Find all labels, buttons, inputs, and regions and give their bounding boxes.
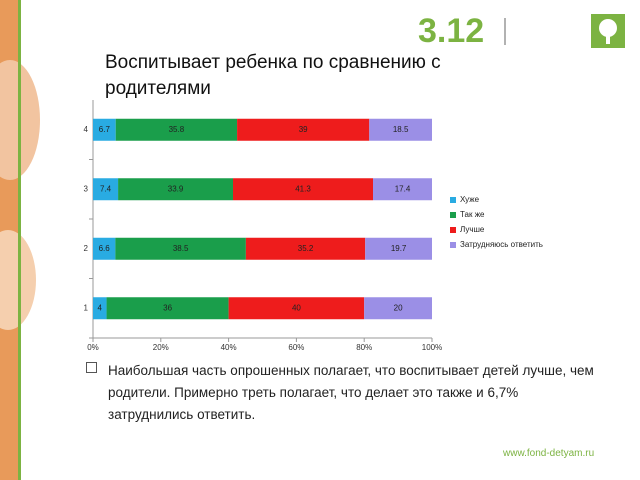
data-label: 19.7 [391,244,407,253]
legend-swatch [450,242,456,248]
legend-swatch [450,227,456,233]
bar-segment [245,237,366,260]
logo-trunk [606,32,610,44]
data-label: 35.2 [298,244,314,253]
photo-hand [0,230,36,330]
bar-segment [118,178,234,201]
bar-segment [237,118,370,141]
y-tick-label: 2 [84,244,89,253]
footer-url: www.fond-detyam.ru [503,448,595,459]
x-tick-label: 80% [356,343,372,352]
bar-segment [233,178,374,201]
data-label: 39 [299,125,308,134]
bar-segment [365,237,432,260]
bar-segment [106,297,229,320]
legend-swatch [450,212,456,218]
bar-segment [115,118,238,141]
data-label: 35.8 [169,125,185,134]
data-label: 7.4 [100,184,112,193]
data-label: 4 [98,303,103,312]
divider [18,0,21,480]
y-tick-label: 3 [84,184,89,193]
logo-tree [599,19,617,37]
legend-swatch [450,197,456,203]
bar-segment [228,297,365,320]
bar-segment [93,237,116,260]
bar-segment [115,237,246,260]
data-label: 20 [394,303,403,312]
data-label: 18.5 [393,125,409,134]
legend-label: Так же [460,210,485,219]
bar-segment [93,297,107,320]
data-label: 33.9 [168,184,184,193]
x-tick-label: 0% [87,343,99,352]
bar-segment [93,178,119,201]
bar-segment [369,118,432,141]
data-label: 40 [292,303,301,312]
data-label: 17.4 [395,184,411,193]
x-tick-label: 20% [153,343,169,352]
x-tick-label: 40% [221,343,237,352]
bar-segment [364,297,432,320]
data-label: 36 [163,303,172,312]
data-label: 41.3 [295,184,311,193]
chart-title: Воспитывает ребенка по сравнению с родит… [105,52,441,99]
bullet [86,362,97,373]
description: Наибольшая часть опрошенных полагает, чт… [108,363,594,422]
x-tick-label: 100% [422,343,442,352]
data-label: 6.7 [99,125,111,134]
slide-number: 3.12 [418,12,485,50]
data-label: 38.5 [173,244,189,253]
bar-segment [373,178,432,201]
y-tick-label: 1 [84,303,89,312]
legend-label: Лучше [460,225,485,234]
x-tick-label: 60% [288,343,304,352]
legend-label: Затрудняюсь ответить [460,240,543,249]
y-tick-label: 4 [84,125,89,134]
bar-segment [93,118,116,141]
data-label: 6.6 [99,244,111,253]
legend-label: Хуже [460,195,480,204]
